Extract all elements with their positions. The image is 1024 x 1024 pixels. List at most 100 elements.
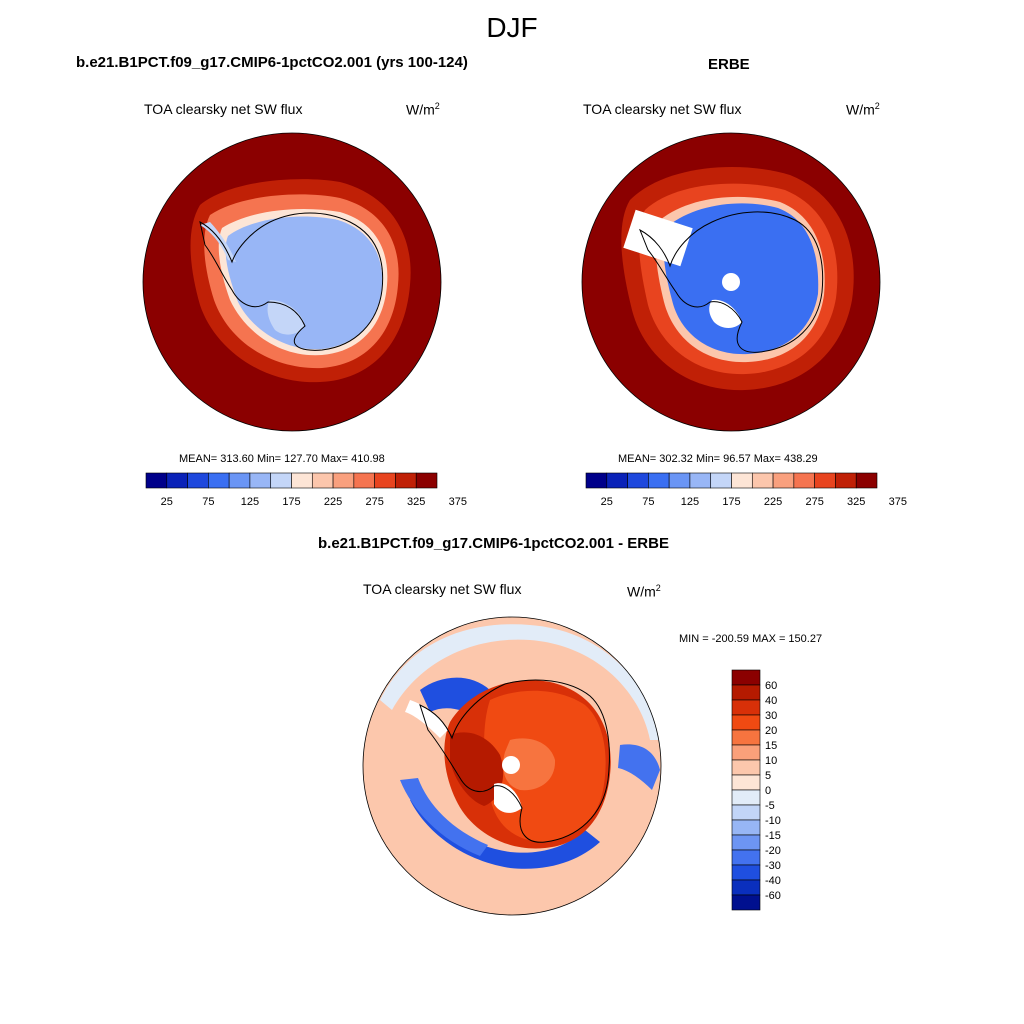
diff-stats: MIN = -200.59 MAX = 150.27 — [679, 633, 823, 645]
colorbar-diff-swatch — [731, 759, 761, 776]
colorbar-diff-tick-label: 10 — [765, 755, 777, 767]
colorbar-diff-tick-label: -20 — [765, 845, 781, 857]
colorbar-erbe-swatch — [606, 472, 628, 489]
colorbar-model-swatch — [291, 472, 313, 489]
panel2-case-title: ERBE — [708, 56, 750, 73]
map-diff-coastline — [419, 679, 610, 843]
map-diff — [363, 617, 661, 915]
map-diff-pole-hole — [502, 756, 520, 774]
colorbar-diff-tick-label: 5 — [765, 770, 771, 782]
colorbar-erbe-swatch — [648, 472, 670, 489]
panel2-units: W/m2 — [846, 101, 880, 118]
panel2-stats: MEAN= 302.32 Min= 96.57 Max= 438.29 — [618, 453, 818, 465]
colorbar-diff-tick-label: -15 — [765, 830, 781, 842]
diff-units: W/m2 — [627, 583, 661, 600]
map-model — [143, 133, 441, 431]
map-diff-near-zero-arc — [380, 624, 660, 740]
panel1-case-title: b.e21.B1PCT.f09_g17.CMIP6-1pctCO2.001 (y… — [76, 54, 468, 71]
colorbar-erbe-tick-label: 75 — [642, 496, 654, 508]
map-erbe-border — [581, 132, 881, 432]
colorbar-diff-tick-label: 30 — [765, 710, 777, 722]
map-model-ross-shelf — [267, 300, 305, 335]
colorbar-diff-swatch — [731, 849, 761, 866]
colorbar-erbe-tick-label: 275 — [805, 496, 823, 508]
colorbar-model-tick-label: 125 — [241, 496, 259, 508]
colorbar-diff-swatch — [731, 819, 761, 836]
colorbar-model-swatch — [208, 472, 230, 489]
map-model-continent — [225, 216, 383, 350]
colorbar-erbe-tick-label: 325 — [847, 496, 865, 508]
colorbar-model-swatch — [228, 472, 251, 489]
map-diff-negative-band-light — [400, 778, 488, 856]
diff-variable-label: TOA clearsky net SW flux — [363, 581, 522, 597]
colorbar-model-swatch — [145, 472, 168, 489]
colorbar-erbe-swatch — [731, 472, 753, 489]
colorbar-model-swatch — [415, 472, 438, 489]
colorbar-model-tick-label: 225 — [324, 496, 342, 508]
colorbar-diff-tick-label: -5 — [765, 800, 775, 812]
colorbar-model-tick-label: 275 — [365, 496, 383, 508]
colorbar-model-swatch — [166, 472, 188, 489]
map-diff-missing-peninsula — [405, 700, 448, 738]
colorbar-diff-swatch — [731, 684, 761, 701]
colorbar-diff-swatch — [731, 834, 761, 851]
colorbar-erbe-swatch — [814, 472, 836, 489]
colorbar-diff-swatch — [731, 669, 761, 686]
page-title: DJF — [486, 12, 538, 43]
colorbar-erbe-tick-label: 25 — [601, 496, 613, 508]
colorbar-diff-swatch — [731, 864, 761, 881]
map-erbe-missing-ross — [709, 299, 742, 328]
map-erbe — [582, 133, 880, 431]
colorbar-erbe-swatch — [835, 472, 857, 489]
colorbar-model-swatch — [249, 472, 272, 489]
colorbar-erbe-swatch — [793, 472, 815, 489]
map-diff-negative-band — [410, 795, 600, 869]
map-erbe-continent — [663, 203, 819, 355]
colorbar-diff-tick-label: -30 — [765, 860, 781, 872]
colorbar-diff-tick-label: -60 — [765, 890, 781, 902]
colorbar-diff-tick-label: 40 — [765, 695, 777, 707]
colorbar-model-tick-label: 75 — [202, 496, 214, 508]
map-diff-continent-west — [450, 732, 504, 806]
colorbar-diff-swatch — [731, 789, 761, 806]
colorbar-model-swatch — [332, 472, 355, 489]
colorbar-erbe-swatch — [668, 472, 691, 489]
map-diff-center-light — [503, 738, 556, 791]
colorbar-model-tick-label: 25 — [161, 496, 173, 508]
colorbar-diff-tick-label: 60 — [765, 680, 777, 692]
colorbar-diff-swatch — [731, 774, 761, 791]
colorbar-erbe-swatch — [689, 472, 712, 489]
panel1-units: W/m2 — [406, 101, 440, 118]
colorbar-erbe-swatch — [855, 472, 878, 489]
colorbar-erbe-swatch — [751, 472, 774, 489]
map-diff-border — [362, 616, 662, 916]
colorbar-model-swatch — [353, 472, 375, 489]
colorbar-erbe-tick-label: 175 — [722, 496, 740, 508]
colorbar-model-swatch — [374, 472, 396, 489]
map-diff-negative-east — [618, 744, 660, 790]
panel1-stats: MEAN= 313.60 Min= 127.70 Max= 410.98 — [179, 453, 385, 465]
colorbar-erbe: 25 75 125 175 225 275 325 375 — [585, 472, 907, 508]
colorbar-model-tick-label: 325 — [407, 496, 425, 508]
colorbar-diff: 60 40 30 20 15 10 5 0 -5 -10 -15 -20 -30 -40 -60 — [731, 669, 781, 911]
colorbar-model-swatch — [270, 472, 292, 489]
map-erbe-coastline — [639, 211, 824, 353]
map-erbe-missing-peninsula — [623, 209, 693, 267]
colorbar-model-tick-label: 175 — [282, 496, 300, 508]
colorbar-model-swatch — [395, 472, 417, 489]
colorbar-diff-swatch — [731, 714, 761, 731]
map-model-border — [142, 132, 442, 432]
colorbar-model-swatch — [311, 472, 334, 489]
colorbar-model-swatch — [187, 472, 209, 489]
map-erbe-pole-hole — [722, 273, 740, 291]
colorbar-diff-swatch — [731, 744, 761, 761]
map-diff-missing-ross — [494, 783, 522, 813]
panel1-variable-label: TOA clearsky net SW flux — [144, 101, 303, 117]
colorbar-diff-swatch — [731, 699, 761, 716]
map-model-coastline — [199, 212, 384, 351]
colorbar-erbe-tick-label: 375 — [889, 496, 907, 508]
colorbar-erbe-swatch — [772, 472, 795, 489]
colorbar-erbe-tick-label: 225 — [764, 496, 782, 508]
colorbar-erbe-swatch — [710, 472, 732, 489]
